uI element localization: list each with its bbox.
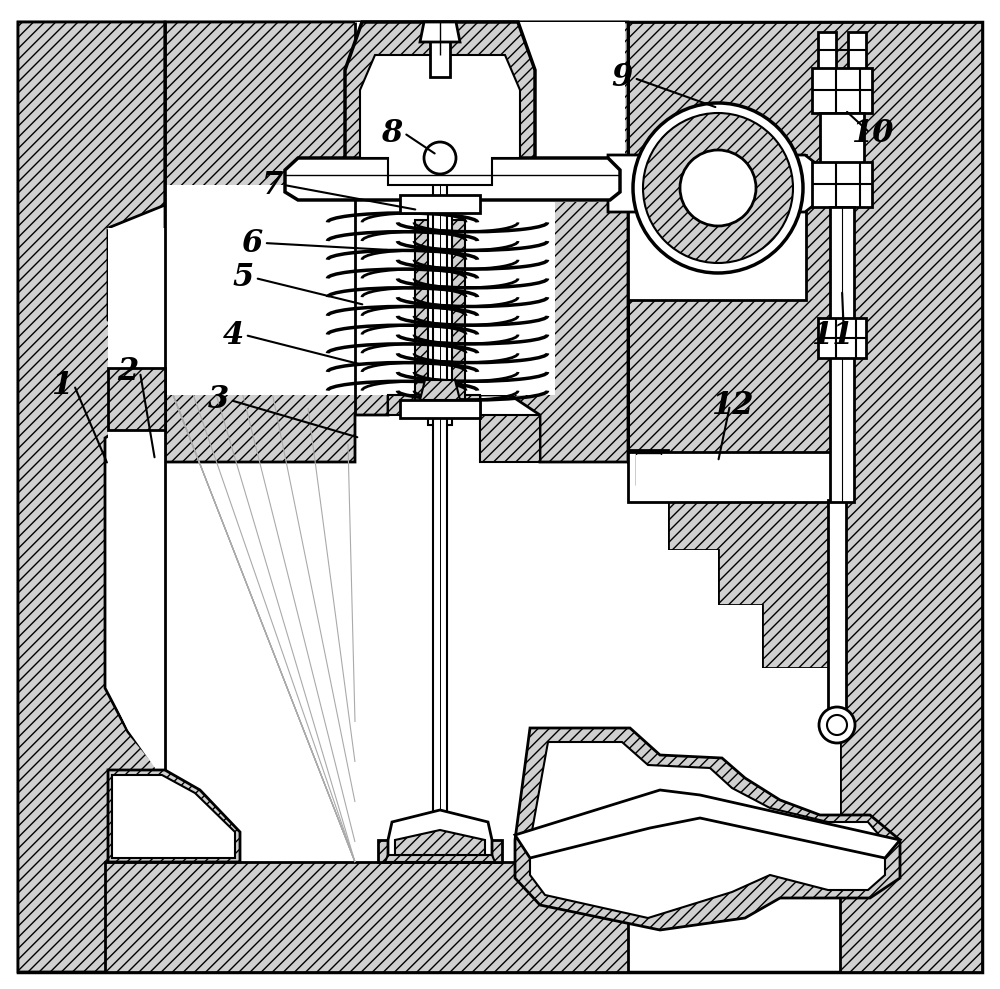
Polygon shape <box>515 790 900 858</box>
Polygon shape <box>628 450 718 492</box>
Text: 7: 7 <box>261 169 283 201</box>
Bar <box>636 455 831 497</box>
Bar <box>830 207 854 502</box>
Polygon shape <box>388 810 492 858</box>
Bar <box>433 168 447 848</box>
Text: 10: 10 <box>851 118 893 148</box>
Bar <box>828 500 846 725</box>
Bar <box>812 162 872 207</box>
Polygon shape <box>628 452 840 502</box>
Bar <box>415 220 465 415</box>
Bar <box>818 318 866 358</box>
Bar <box>848 32 866 72</box>
Polygon shape <box>385 855 495 862</box>
Circle shape <box>633 103 803 273</box>
Polygon shape <box>395 830 485 855</box>
Text: 9: 9 <box>611 62 633 94</box>
Bar <box>820 113 864 165</box>
Polygon shape <box>105 862 628 972</box>
Text: 5: 5 <box>232 262 254 294</box>
Text: 2: 2 <box>117 356 139 388</box>
Polygon shape <box>378 840 502 862</box>
Text: 11: 11 <box>811 319 853 350</box>
Text: 8: 8 <box>381 118 403 148</box>
Polygon shape <box>345 22 535 195</box>
Circle shape <box>680 150 756 226</box>
Polygon shape <box>515 728 900 930</box>
Polygon shape <box>360 55 520 185</box>
Polygon shape <box>108 368 165 430</box>
Text: 4: 4 <box>222 319 244 350</box>
Circle shape <box>424 142 456 174</box>
Polygon shape <box>165 22 628 462</box>
Polygon shape <box>420 380 460 400</box>
Bar <box>428 185 452 425</box>
Bar <box>165 185 555 395</box>
Polygon shape <box>420 22 460 42</box>
Polygon shape <box>18 22 165 972</box>
Text: 1: 1 <box>51 370 73 401</box>
Polygon shape <box>388 395 540 462</box>
Bar <box>818 32 836 72</box>
Polygon shape <box>108 228 165 862</box>
Bar <box>430 22 450 77</box>
Bar <box>812 68 872 113</box>
Polygon shape <box>628 462 840 862</box>
Bar <box>400 400 480 418</box>
Polygon shape <box>108 815 155 862</box>
Polygon shape <box>608 155 818 212</box>
Text: 6: 6 <box>241 227 263 258</box>
Circle shape <box>819 707 855 743</box>
Polygon shape <box>530 742 885 918</box>
Bar <box>628 155 806 300</box>
Polygon shape <box>112 775 235 858</box>
Polygon shape <box>108 770 240 862</box>
Text: 3: 3 <box>207 385 229 415</box>
Text: 12: 12 <box>711 390 753 420</box>
Bar <box>355 22 625 202</box>
Bar <box>400 195 480 213</box>
Circle shape <box>643 113 793 263</box>
Bar <box>636 453 661 485</box>
Polygon shape <box>628 22 982 972</box>
Polygon shape <box>285 158 620 200</box>
Circle shape <box>827 715 847 735</box>
